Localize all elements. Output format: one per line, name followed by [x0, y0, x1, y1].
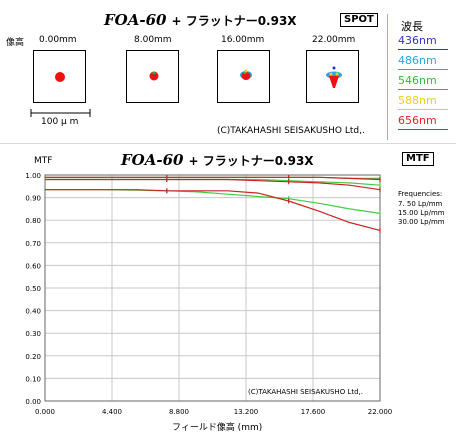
field-label-3: 22.00mm: [312, 35, 356, 45]
spot-pattern-2: [240, 69, 252, 80]
plot-frame: [44, 174, 381, 402]
y-tick-label: 0.80: [25, 217, 41, 225]
y-tick-label: 0.70: [25, 240, 41, 248]
wavelength-588-line: [398, 109, 448, 110]
mtf-line-2-tangential: [45, 189, 381, 231]
image-height-label: 像高: [6, 38, 25, 48]
mtf-line-2-sagittal: [45, 189, 381, 214]
wavelength-546: 546nm: [398, 74, 437, 87]
y-tick-label: 0.50: [25, 285, 41, 293]
wavelength-656: 656nm: [398, 114, 437, 127]
mtf-line-1-sagittal: [45, 178, 381, 186]
wavelength-486-line: [398, 69, 448, 70]
spot-box-1: [126, 50, 179, 103]
spot-tag: SPOT: [340, 13, 378, 27]
y-tick-label: 0.30: [25, 330, 41, 338]
y-tick-label: 0.20: [25, 353, 41, 361]
wavelength-legend: 波長 436nm 486nm 546nm 588nm 656nm: [387, 14, 456, 140]
mtf-title-sub: + フラットナー0.93X: [188, 154, 314, 168]
x-tick-label: 13.200: [234, 408, 259, 416]
wavelength-588: 588nm: [398, 94, 437, 107]
wavelength-486: 486nm: [398, 54, 437, 67]
frequencies-title: Frequencies:: [398, 190, 443, 198]
scale-bar-label: 100 μ m: [41, 117, 79, 127]
spot-title-model: FOA-60: [104, 11, 167, 29]
spot-box-2: [217, 50, 270, 103]
mtf-line-1-tangential: [45, 178, 381, 191]
spot-title: FOA-60 + フラットナー0.93X: [104, 10, 297, 29]
y-tick-label: 0.10: [25, 375, 41, 383]
field-label-2: 16.00mm: [221, 35, 265, 45]
mtf-y-axis-title: MTF: [34, 156, 53, 166]
frequency-item-1: 15.00 Lp/mm: [398, 209, 445, 217]
mtf-copyright: (C)TAKAHASHI SEISAKUSHO Ltd,.: [248, 388, 363, 396]
spot-box-3: [306, 50, 359, 103]
wavelength-656-line: [398, 129, 448, 130]
mtf-x-axis-title: フィールド像高 (mm): [172, 423, 263, 433]
frequency-item-0: 7. 50 Lp/mm: [398, 200, 443, 208]
mtf-tag: MTF: [402, 152, 434, 166]
y-tick-label: 0.40: [25, 308, 41, 316]
spot-pattern-3: [326, 66, 342, 88]
section-divider: [0, 143, 456, 144]
x-tick-label: 0.000: [35, 408, 55, 416]
x-tick-label: 4.400: [102, 408, 122, 416]
mtf-line-0-tangential: [45, 176, 381, 181]
y-tick-label: 0.90: [25, 195, 41, 203]
field-label-1: 8.00mm: [134, 35, 172, 45]
spot-box-0: [33, 50, 86, 103]
field-label-0: 0.00mm: [39, 35, 77, 45]
scale-bar: [30, 109, 91, 117]
spot-title-sub: + フラットナー0.93X: [171, 14, 297, 28]
wavelength-546-line: [398, 89, 448, 90]
wavelength-436: 436nm: [398, 34, 437, 47]
x-tick-label: 8.800: [169, 408, 189, 416]
y-tick-label: 0.00: [25, 398, 41, 406]
spot-copyright: (C)TAKAHASHI SEISAKUSHO Ltd,.: [217, 126, 365, 136]
mtf-title-model: FOA-60: [121, 151, 184, 169]
wavelength-436-line: [398, 49, 448, 50]
mtf-title: FOA-60 + フラットナー0.93X: [121, 150, 314, 169]
y-tick-label: 1.00: [25, 172, 41, 180]
y-tick-label: 0.60: [25, 262, 41, 270]
x-tick-label: 22.000: [368, 408, 393, 416]
spot-pattern-0: [55, 72, 65, 82]
wavelength-header: 波長: [401, 20, 423, 33]
x-tick-label: 17.600: [301, 408, 326, 416]
frequency-item-2: 30.00 Lp/mm: [398, 218, 445, 226]
spot-pattern-1: [149, 71, 159, 81]
